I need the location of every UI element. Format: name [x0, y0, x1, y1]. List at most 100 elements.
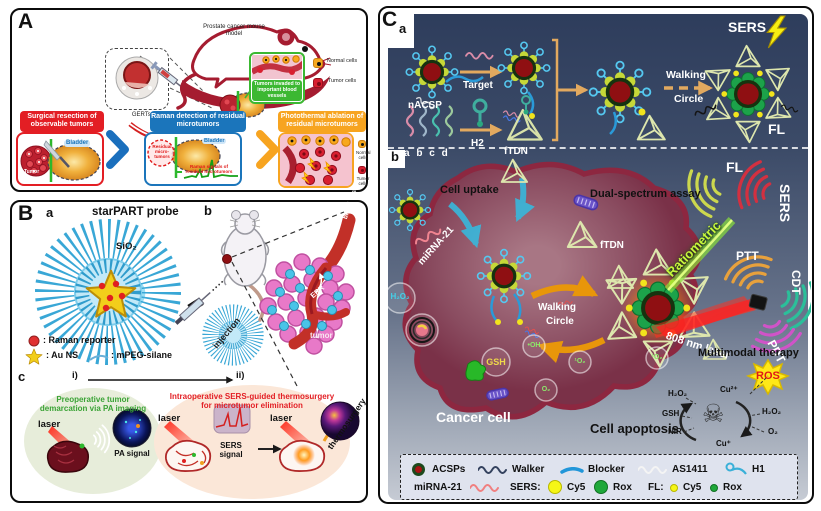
ftdn-cell-label: fTDN: [600, 240, 624, 251]
invaded-vessels-box: Tumors invaded to important blood vessel…: [249, 52, 305, 104]
panel-c-letter-notch: [388, 14, 414, 48]
cell-apoptosis-label: Cell apoptosis: [590, 421, 679, 436]
h2-hairpin-icon: [472, 98, 488, 124]
step2-residual-label: Residual micro- tumors: [152, 144, 172, 160]
tumor-cluster-image: [259, 213, 356, 355]
thermo-image-globe: [320, 401, 360, 441]
fl-label-b: FL: [726, 159, 744, 175]
panel-c-letter: C: [382, 8, 398, 31]
step1-header: Surgical resection of observable tumors: [20, 111, 104, 132]
section-divider: [388, 147, 808, 149]
multimodal-label: Multimodal therapy: [698, 347, 799, 359]
blocker-icon: [560, 467, 584, 474]
step3-header: Photothermal ablation of residual microt…: [278, 111, 366, 132]
panel-c-b-notch: [388, 150, 405, 168]
pa-imaging-art: [46, 408, 152, 473]
ros-label: ROS: [756, 370, 780, 382]
apoptosis-cycle-arrows: [679, 400, 753, 442]
legend-tumor-label: Tumor cells: [327, 78, 357, 84]
panel-b: B a starPART probe SiO₂ : Raman reporter…: [10, 181, 368, 503]
normal-cells-icon: [313, 58, 323, 68]
tumor-label: tumor: [310, 331, 333, 340]
sers-label-b: SERS: [777, 184, 793, 223]
organelle-icon: [409, 317, 435, 343]
pa-title: Preoperative tumor demarcation via PA im…: [39, 395, 147, 413]
target-label: Target: [463, 80, 493, 91]
strands-abcd-icon: [405, 105, 454, 137]
abcd-label: a b c d: [404, 148, 450, 159]
invaded-vessels-image: [252, 55, 302, 79]
panel-a: A Prostate cancer mouse model GERTs dist…: [10, 8, 371, 192]
cycle-connectors: [681, 375, 769, 433]
legend-cy5-fl-label: Cy5: [683, 482, 702, 493]
gsh-bubble-label: GSH: [486, 357, 506, 367]
sers-signal-label: SERS signal: [219, 441, 243, 459]
o2-bubble-label: O₂: [541, 386, 551, 393]
cycle-h2o2-left: H₂O₂: [668, 389, 688, 398]
mouse-eye: [302, 46, 308, 52]
panel-b-artwork: [25, 210, 360, 473]
fl-label-a: FL: [768, 121, 786, 137]
legend-cy5-sers-label: Cy5: [567, 482, 586, 493]
blood-vessel: [319, 213, 356, 275]
cycle-gsh: GSH: [662, 409, 680, 418]
oh-bubble-label: •OH: [527, 342, 541, 349]
fl-rox-icon: [710, 484, 718, 492]
legend-rox-sers-label: Rox: [613, 482, 632, 493]
uptake-particle-icon: [390, 190, 431, 231]
mirna-icon: [470, 484, 499, 492]
target-mirna-icon: [465, 52, 494, 60]
sers-title: Intraoperative SERS-guided thermosurgery…: [169, 392, 335, 410]
panel-c-sub-a: a: [399, 21, 407, 36]
cycle-cu2: Cu²⁺: [720, 385, 738, 394]
panel-a-letter: A: [18, 10, 34, 33]
h1-icon: [725, 462, 747, 475]
gert-particle-inset-icon: [115, 56, 159, 100]
step2-header: Raman detection of residual microtumors: [150, 111, 246, 132]
ftdn-label: fTDN: [504, 146, 528, 157]
cell-uptake-label: Cell uptake: [440, 184, 499, 196]
panel-c-artwork: [384, 15, 811, 442]
legend-fl-label: FL:: [648, 482, 664, 493]
combine-bracket: [552, 38, 559, 142]
legend-raman-label: : Raman reporter: [43, 335, 116, 345]
step1-box: Bladder Tumor: [16, 132, 104, 186]
sio2-label: SiO₂: [116, 241, 137, 252]
legend-sers-label: SERS:: [510, 482, 541, 493]
nacsp-particle-icon: [406, 46, 457, 97]
walking-cell-label: Walking: [538, 302, 576, 313]
raman-reporter-legend-icon: [28, 335, 40, 347]
tumor-pa: [46, 440, 90, 473]
mpeg-silane-legend-icon: [89, 354, 109, 361]
legend-normal-label: Normal cells: [326, 58, 358, 64]
au-ns-legend-icon: [25, 348, 43, 365]
walking-arrow-bottom: [537, 337, 606, 364]
tumor-cells-icon: [358, 166, 366, 174]
syringe-icon: [150, 61, 184, 89]
dual-assay-label: Dual-spectrum assay: [590, 188, 701, 200]
magnify-dashed-lines: [231, 211, 345, 387]
injection-syringe-icon: [174, 280, 224, 325]
legend-rox-fl-label: Rox: [723, 482, 742, 493]
legend-tumor-label: Tumor cells: [356, 176, 370, 187]
panel-b-sub-c: c: [18, 369, 26, 384]
walker-strand: [445, 75, 484, 83]
step1-bladder-label: Bladder: [64, 140, 91, 147]
pa-signal-label: PA signal: [114, 449, 150, 458]
chevron-orange-icon: [256, 130, 279, 169]
thermosurgery-art: [164, 401, 360, 472]
legend-h1-label: H1: [752, 464, 765, 475]
walker-icon: [478, 466, 507, 474]
singlet-o2-label: ¹O₂: [651, 354, 663, 361]
panel-b-sub-a: a: [46, 205, 54, 220]
cancer-cell-label: Cancer cell: [436, 409, 511, 425]
panel-c-sub-b: b: [391, 149, 399, 164]
sers-rox-icon: [594, 480, 608, 494]
h2-label: H2: [471, 138, 484, 149]
legend-auns-label: : Au NS: [46, 350, 79, 360]
sers-laser1-label: laser: [158, 413, 181, 424]
step2-bladder-label: Bladder: [202, 138, 227, 145]
sers-label-a: SERS: [728, 19, 767, 35]
sers-laser2-label: laser: [270, 413, 293, 424]
chevron-blue-icon: [106, 130, 129, 169]
